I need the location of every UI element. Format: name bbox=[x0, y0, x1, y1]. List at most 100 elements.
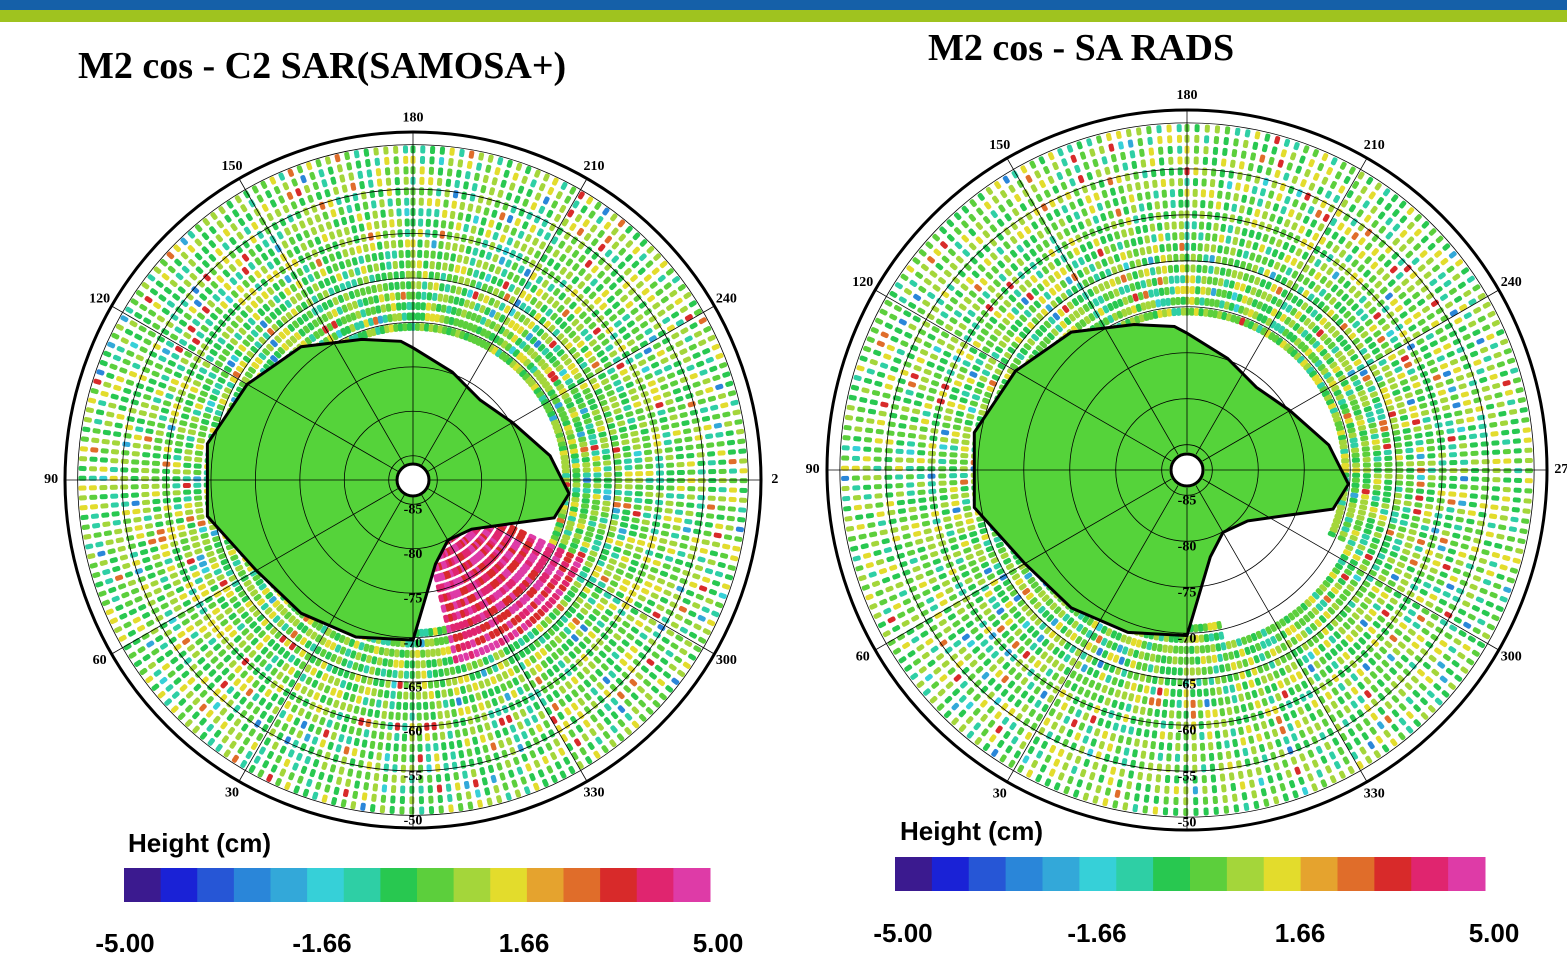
altimetry-dot bbox=[1191, 221, 1197, 230]
altimetry-dot bbox=[603, 466, 612, 472]
altimetry-dot bbox=[548, 356, 557, 364]
altimetry-dot bbox=[598, 243, 606, 252]
altimetry-dot bbox=[403, 155, 409, 164]
altimetry-dot bbox=[430, 250, 436, 259]
altimetry-dot bbox=[78, 485, 87, 491]
altimetry-dot bbox=[552, 300, 560, 309]
altimetry-dot bbox=[609, 314, 617, 322]
altimetry-dot bbox=[565, 245, 573, 254]
altimetry-dot bbox=[546, 296, 555, 305]
longitude-label: 30 bbox=[225, 786, 239, 801]
altimetry-dot bbox=[603, 472, 612, 478]
altimetry-dot bbox=[448, 263, 455, 272]
altimetry-dot bbox=[524, 293, 532, 302]
altimetry-dot bbox=[429, 701, 435, 710]
altimetry-dot bbox=[1200, 286, 1206, 295]
altimetry-dot bbox=[426, 208, 432, 217]
altimetry-dot bbox=[388, 208, 394, 217]
altimetry-dot bbox=[487, 154, 494, 163]
altimetry-dot bbox=[591, 265, 599, 274]
altimetry-dot bbox=[458, 244, 465, 253]
altimetry-dot bbox=[151, 468, 160, 474]
altimetry-dot bbox=[617, 307, 626, 316]
altimetry-dot bbox=[728, 496, 737, 503]
altimetry-dot bbox=[428, 323, 434, 333]
altimetry-dot bbox=[403, 166, 409, 175]
altimetry-dot bbox=[536, 228, 544, 237]
altimetry-dot bbox=[697, 494, 706, 501]
altimetry-dot bbox=[421, 281, 428, 290]
altimetry-dot bbox=[455, 222, 462, 231]
altimetry-dot bbox=[739, 468, 748, 474]
altimetry-dot bbox=[553, 288, 561, 296]
altimetry-dot bbox=[419, 323, 425, 332]
altimetry-dot bbox=[575, 214, 582, 223]
altimetry-dot bbox=[597, 230, 605, 238]
altimetry-dot bbox=[430, 711, 436, 720]
altimetry-dot bbox=[665, 500, 674, 506]
altimetry-dot bbox=[473, 172, 480, 181]
altimetry-dot bbox=[525, 376, 533, 384]
altimetry-dot bbox=[653, 253, 661, 261]
altimetry-dot bbox=[604, 249, 613, 258]
altimetry-dot bbox=[618, 233, 626, 242]
altimetry-dot bbox=[675, 501, 684, 507]
altimetry-dot bbox=[605, 326, 614, 334]
altimetry-dot bbox=[405, 249, 411, 258]
altimetry-dot bbox=[435, 763, 441, 772]
altimetry-dot bbox=[468, 301, 476, 310]
altimetry-dot bbox=[162, 454, 172, 460]
altimetry-dot bbox=[482, 174, 489, 184]
altimetry-dot bbox=[485, 229, 492, 238]
altimetry-dot bbox=[498, 302, 506, 311]
altimetry-dot bbox=[488, 297, 495, 306]
altimetry-dot bbox=[489, 309, 496, 318]
altimetry-dot bbox=[1198, 221, 1205, 230]
altimetry-dot bbox=[482, 261, 489, 270]
altimetry-dot bbox=[424, 733, 431, 742]
altimetry-dot bbox=[611, 227, 619, 236]
altimetry-dot bbox=[420, 660, 426, 669]
altimetry-dot bbox=[535, 276, 543, 284]
altimetry-dot bbox=[526, 211, 533, 220]
altimetry-dot bbox=[517, 326, 525, 335]
altimetry-dot bbox=[436, 188, 442, 197]
altimetry-dot bbox=[530, 202, 538, 211]
altimetry-dot bbox=[420, 145, 426, 154]
altimetry-dot bbox=[398, 670, 404, 679]
altimetry-dot bbox=[434, 272, 441, 281]
altimetry-dot bbox=[141, 499, 151, 506]
altimetry-dot bbox=[1202, 167, 1208, 176]
altimetry-dot bbox=[591, 238, 599, 247]
altimetry-dot bbox=[388, 711, 394, 720]
altimetry-dot bbox=[396, 208, 402, 217]
altimetry-dot bbox=[584, 246, 593, 255]
altimetry-dot bbox=[666, 485, 675, 491]
colorbar-swatch bbox=[490, 868, 528, 902]
altimetry-dot bbox=[183, 456, 192, 462]
altimetry-dot bbox=[79, 505, 88, 511]
altimetry-dot bbox=[655, 463, 664, 469]
altimetry-dot bbox=[120, 492, 129, 499]
altimetry-dot bbox=[452, 243, 458, 252]
altimetry-dot bbox=[437, 251, 443, 260]
altimetry-dot bbox=[636, 281, 644, 289]
altimetry-dot bbox=[572, 467, 581, 474]
altimetry-dot bbox=[738, 448, 747, 454]
altimetry-dot bbox=[401, 312, 408, 321]
altimetry-dot bbox=[385, 177, 392, 186]
altimetry-dot bbox=[651, 267, 660, 275]
altimetry-dot bbox=[655, 492, 664, 498]
altimetry-dot bbox=[512, 172, 519, 181]
altimetry-dot bbox=[141, 483, 150, 490]
altimetry-dot bbox=[718, 468, 727, 474]
altimetry-dot bbox=[193, 482, 202, 488]
altimetry-dot bbox=[560, 181, 568, 191]
altimetry-dot bbox=[401, 302, 407, 311]
altimetry-dot bbox=[727, 449, 736, 455]
altimetry-dot bbox=[452, 275, 459, 284]
altimetry-dot bbox=[570, 236, 579, 245]
altimetry-dot bbox=[578, 268, 586, 276]
altimetry-dot bbox=[676, 469, 685, 476]
altimetry-dot bbox=[559, 321, 568, 330]
